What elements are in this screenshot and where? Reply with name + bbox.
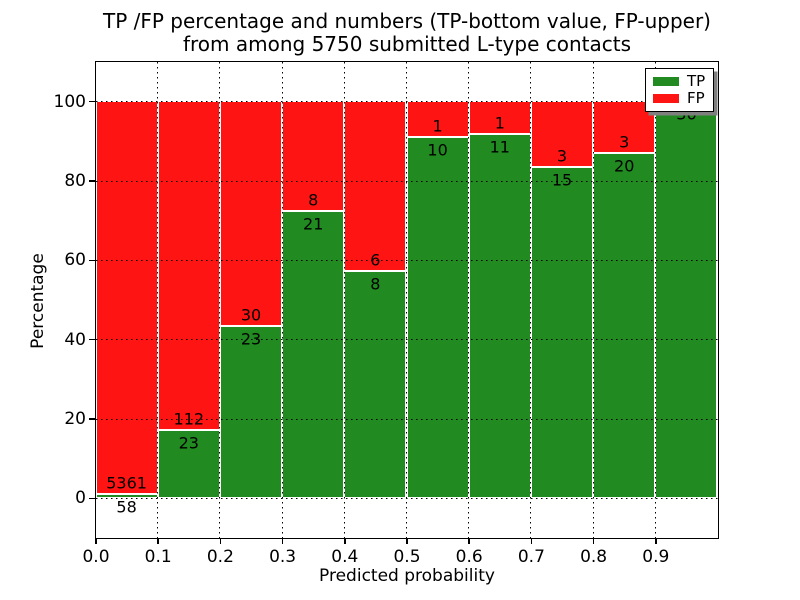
x-tick-mark [468, 538, 470, 544]
annotation-tp-count: 23 [178, 433, 199, 453]
annotation-tp-count: 23 [240, 329, 262, 349]
y-tick-label: 60 [64, 250, 86, 271]
x-gridline [219, 61, 221, 538]
x-tick-label: 0.4 [331, 547, 359, 567]
x-gridline [654, 61, 656, 538]
x-gridline [406, 61, 407, 538]
x-tick-label: 0.9 [642, 547, 670, 567]
x-tick-mark [530, 538, 533, 544]
bar-segment-tp [406, 137, 469, 498]
chart-title: TP /FP percentage and numbers (TP-bottom… [96, 10, 718, 56]
y-axis-label: Percentage [28, 253, 48, 349]
x-tick-label: 0.1 [144, 547, 172, 567]
annotation-fp-count: 6 [370, 250, 381, 270]
annotation-tp-count: 11 [489, 137, 510, 157]
bar-segment-tp [157, 430, 220, 498]
annotation-fp-count: 3 [556, 146, 568, 166]
annotation-fp-count: 5361 [106, 473, 147, 493]
x-tick-label: 0.5 [393, 547, 421, 567]
x-gridline [530, 61, 532, 538]
annotation-tp-count: 58 [116, 497, 137, 517]
legend-label-tp: TP [687, 71, 706, 90]
annotation-tp-count: 10 [427, 140, 448, 160]
annotation-fp-count: 1 [494, 113, 505, 133]
x-tick-label: 0.8 [580, 547, 608, 567]
y-tick-mark [89, 338, 95, 341]
plot-canvas: 5361 58 112 23 30 23 8 21 6 8 1 10 1 11 3 15 3 20 36 [95, 61, 718, 538]
bar-segment-tp [219, 325, 283, 498]
annotation-tp-count: 20 [614, 156, 635, 176]
y-tick-label: 100 [53, 91, 86, 112]
bar-segment-tp [282, 210, 345, 498]
x-tick-mark [157, 538, 159, 544]
x-gridline [343, 61, 345, 538]
y-tick-mark [89, 180, 95, 182]
y-tick-mark [89, 418, 95, 420]
bar-segment-fp [219, 101, 283, 326]
fp-color-swatch [653, 94, 679, 104]
legend: TP FP [645, 68, 714, 112]
x-tick-mark [592, 538, 595, 544]
y-tick-mark [89, 497, 95, 500]
annotation-fp-count: 8 [308, 190, 319, 210]
bar-segment-tp [468, 134, 531, 498]
y-tick-label: 40 [64, 329, 86, 350]
bar-segment-tp [593, 152, 656, 498]
bar-segment-fp [530, 101, 594, 168]
bar-segment-fp [344, 101, 407, 272]
y-tick-mark [89, 259, 95, 262]
x-tick-label: 0.0 [82, 547, 110, 567]
bar-segment-tp [530, 167, 594, 498]
y-tick-label: 20 [64, 409, 86, 429]
annotation-fp-count: 112 [173, 409, 205, 429]
bar-segment-tp [655, 101, 718, 498]
legend-entry-fp: FP [653, 91, 706, 106]
bar-segment-fp [282, 101, 345, 211]
x-gridline [281, 61, 283, 538]
x-tick-label: 0.7 [517, 547, 545, 567]
x-gridline [592, 61, 594, 538]
bar-segment-fp [95, 101, 158, 494]
bar-segment-fp [157, 101, 220, 431]
x-gridline [157, 61, 159, 538]
x-tick-mark [344, 538, 346, 544]
x-tick-label: 0.6 [455, 547, 483, 567]
bar-segment-tp [344, 271, 407, 498]
y-tick-mark [89, 100, 95, 103]
x-tick-mark [655, 538, 657, 544]
x-tick-label: 0.3 [269, 547, 297, 567]
annotation-tp-count: 8 [370, 274, 381, 294]
annotation-tp-count: 21 [303, 214, 324, 234]
y-tick-label: 80 [64, 171, 86, 191]
x-tick-mark [95, 538, 97, 544]
x-tick-mark [219, 538, 222, 544]
bar-segment-fp [468, 101, 531, 135]
legend-entry-tp: TP [653, 71, 706, 90]
bar-segment-tp [95, 493, 158, 498]
chart-title-line1: TP /FP percentage and numbers (TP-bottom… [103, 9, 711, 33]
x-tick-label: 0.2 [206, 547, 234, 567]
x-axis-label: Predicted probability [319, 566, 495, 586]
chart-title-line2: from among 5750 submitted L-type contact… [182, 32, 632, 56]
annotation-fp-count: 3 [619, 132, 630, 152]
x-tick-mark [406, 538, 408, 544]
y-tick-label: 0 [75, 488, 86, 509]
annotation-fp-count: 30 [240, 305, 262, 325]
plot-area: 5361 58 112 23 30 23 8 21 6 8 1 10 1 11 3 15 3 20 36 [94, 60, 719, 539]
annotation-tp-count: 15 [551, 170, 573, 190]
annotation-fp-count: 1 [432, 116, 443, 136]
x-gridline [468, 61, 470, 538]
legend-label-fp: FP [687, 89, 705, 108]
tp-color-swatch [653, 76, 679, 86]
x-tick-mark [281, 538, 284, 544]
